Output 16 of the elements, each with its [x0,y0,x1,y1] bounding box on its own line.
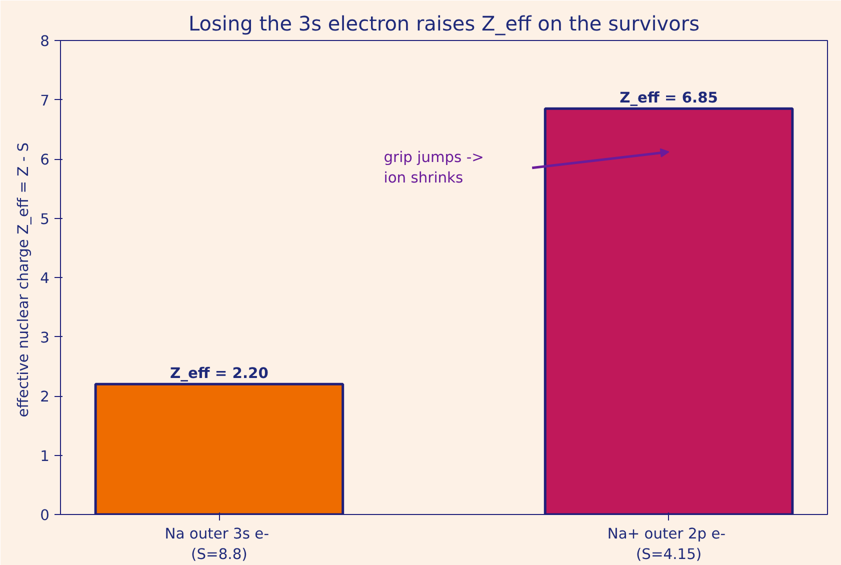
y-tick-label: 0 [40,507,50,524]
y-tick-label: 6 [40,152,50,168]
chart-title: Losing the 3s electron raises Z_eff on the survivors [188,12,700,36]
y-tick-label: 8 [40,33,50,50]
data-label: Z_eff = 6.85 [620,90,718,107]
y-tick-label: 7 [40,92,50,110]
y-tick-label: 3 [40,329,50,346]
x-tick-label: Na outer 3s e- (S=8.8) [164,526,269,563]
x-tick-label: Na+ outer 2p e- (S=4.15) [607,526,726,563]
y-tick-label: 2 [40,388,50,406]
y-tick-label: 1 [40,448,50,465]
y-tick-label: 4 [40,270,50,287]
y-tick-label: 5 [40,210,50,228]
data-label: Z_eff = 2.20 [170,365,268,382]
y-axis-title: effective nuclear charge Z_eff = Z - S [15,142,32,418]
annotation: grip jumps -> ion shrinks [384,149,484,187]
